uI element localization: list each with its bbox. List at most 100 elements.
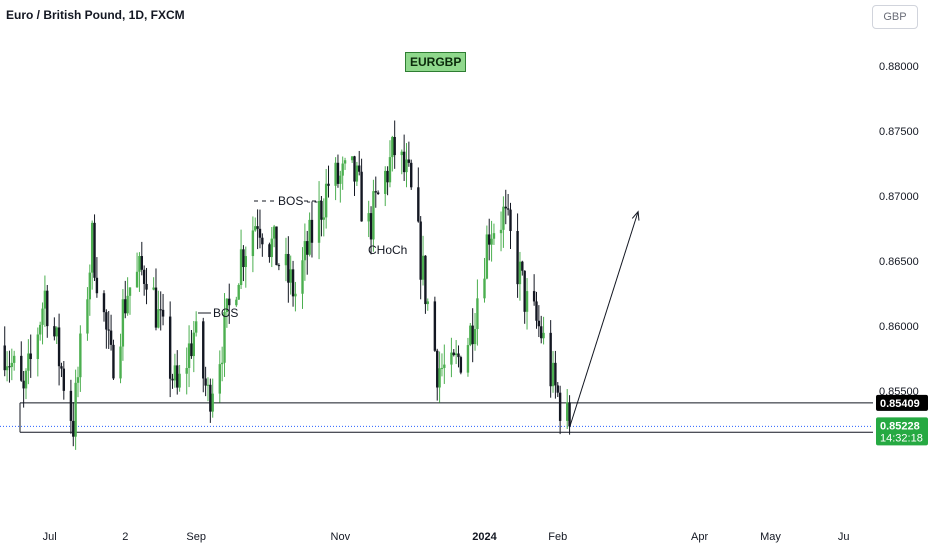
candle bbox=[551, 351, 555, 393]
candle bbox=[102, 290, 106, 322]
candle bbox=[485, 225, 489, 280]
candle bbox=[421, 235, 425, 286]
candle bbox=[443, 344, 446, 384]
candle bbox=[504, 189, 507, 225]
candle bbox=[69, 379, 73, 434]
candle bbox=[317, 181, 321, 260]
candle bbox=[369, 206, 373, 255]
candle bbox=[391, 135, 394, 172]
projection-arrow[interactable] bbox=[569, 210, 640, 428]
candle bbox=[388, 140, 392, 188]
candle bbox=[473, 313, 477, 351]
candle bbox=[62, 361, 66, 400]
candle bbox=[211, 378, 214, 418]
candle bbox=[119, 333, 122, 384]
candle bbox=[60, 362, 63, 378]
candle bbox=[138, 252, 141, 292]
candle bbox=[523, 270, 526, 324]
candle bbox=[336, 154, 340, 188]
candle bbox=[343, 157, 347, 170]
candle bbox=[542, 316, 545, 345]
candle bbox=[140, 241, 144, 276]
candle bbox=[327, 165, 330, 198]
candle bbox=[291, 260, 295, 307]
candle bbox=[367, 200, 370, 238]
candle bbox=[74, 369, 77, 450]
candle bbox=[79, 325, 82, 392]
candle bbox=[8, 350, 11, 383]
candle bbox=[532, 274, 536, 306]
candle bbox=[12, 350, 16, 371]
candle bbox=[171, 373, 174, 389]
candle bbox=[355, 161, 359, 186]
y-tick-label: 0.87500 bbox=[879, 126, 919, 138]
candle bbox=[22, 370, 25, 408]
candle bbox=[107, 311, 110, 349]
candle bbox=[225, 298, 229, 328]
candle bbox=[142, 265, 146, 296]
candle bbox=[384, 166, 387, 207]
candle bbox=[405, 143, 408, 188]
candle bbox=[76, 366, 80, 398]
candle bbox=[202, 317, 205, 393]
candle bbox=[301, 247, 304, 309]
candle bbox=[93, 214, 96, 281]
candle bbox=[376, 190, 380, 195]
candle bbox=[558, 385, 562, 435]
candle bbox=[55, 326, 58, 345]
candle bbox=[450, 337, 453, 378]
currency-selector[interactable]: GBP bbox=[872, 5, 918, 29]
candle bbox=[185, 347, 188, 395]
candle bbox=[173, 353, 177, 388]
candle bbox=[426, 298, 429, 311]
candle bbox=[10, 348, 14, 381]
candle bbox=[400, 149, 403, 175]
candle bbox=[145, 267, 148, 305]
candle bbox=[176, 350, 179, 395]
candle bbox=[128, 287, 132, 315]
chart-title: Euro / British Pound, 1D, FXCM bbox=[6, 8, 185, 22]
candle bbox=[334, 157, 337, 201]
upper-support-label: 0.85409 bbox=[876, 394, 928, 411]
candle bbox=[218, 350, 221, 403]
candle bbox=[525, 278, 529, 330]
candle bbox=[535, 291, 538, 329]
x-tick-label: Apr bbox=[691, 531, 708, 543]
candle bbox=[568, 395, 571, 435]
candle bbox=[506, 193, 510, 216]
x-tick-label: Ju bbox=[838, 531, 850, 543]
candle bbox=[339, 170, 342, 203]
candle bbox=[407, 141, 411, 167]
candle bbox=[53, 317, 56, 341]
candle bbox=[154, 268, 158, 331]
candle bbox=[471, 308, 474, 363]
candle bbox=[454, 340, 458, 365]
bos-annotation-upper: BOS - - bbox=[278, 194, 319, 208]
x-tick-label: Sep bbox=[186, 531, 206, 543]
candle bbox=[322, 198, 325, 237]
candle bbox=[29, 334, 32, 378]
candle bbox=[289, 255, 292, 295]
candle bbox=[192, 321, 195, 373]
candle bbox=[121, 289, 125, 361]
choch-annotation: CHoCh bbox=[368, 243, 408, 257]
y-tick-label: 0.87000 bbox=[879, 191, 919, 203]
candle bbox=[540, 315, 543, 344]
candle bbox=[36, 327, 40, 377]
candle bbox=[402, 134, 406, 181]
level-price-text: 0.85409 bbox=[880, 398, 920, 410]
candle bbox=[43, 275, 47, 327]
candle bbox=[488, 218, 491, 261]
candle bbox=[360, 158, 363, 222]
candle bbox=[190, 329, 193, 359]
candle bbox=[438, 351, 441, 403]
x-tick-label: May bbox=[760, 531, 781, 543]
candle bbox=[135, 252, 139, 288]
candle bbox=[3, 326, 6, 377]
candle bbox=[124, 280, 127, 319]
candle bbox=[187, 325, 191, 388]
candle bbox=[556, 382, 559, 398]
candle bbox=[20, 341, 23, 382]
candle bbox=[268, 242, 271, 263]
